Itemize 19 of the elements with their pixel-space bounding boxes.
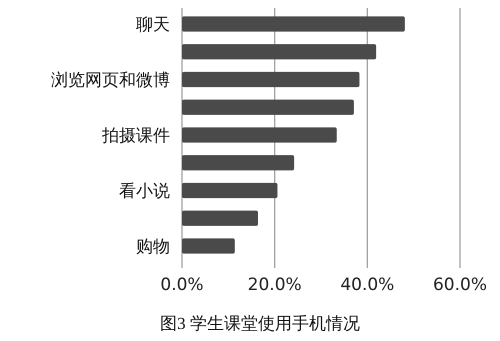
text: 图3 学生课堂使用手机情况 xyxy=(160,314,360,333)
bar xyxy=(182,72,360,88)
bar xyxy=(182,44,376,60)
x-tick-label: 0.0% xyxy=(160,275,204,295)
bar xyxy=(182,182,278,198)
y-tick-label: 购物 xyxy=(136,236,170,257)
bar xyxy=(182,155,294,170)
bar xyxy=(182,210,258,226)
y-tick-label: 聊天 xyxy=(136,14,170,35)
bar xyxy=(182,16,405,32)
y-tick-label: 浏览网页和微博 xyxy=(51,70,170,90)
y-tick-label: 拍摄课件 xyxy=(101,126,170,146)
bar xyxy=(182,238,235,254)
x-tick-label: 20.0% xyxy=(248,275,302,295)
bar xyxy=(182,100,354,115)
x-tick-label: 40.0% xyxy=(340,275,394,295)
y-tick-label: 看小说 xyxy=(119,181,170,202)
bar xyxy=(182,127,337,143)
x-tick-label: 60.0% xyxy=(432,275,488,295)
